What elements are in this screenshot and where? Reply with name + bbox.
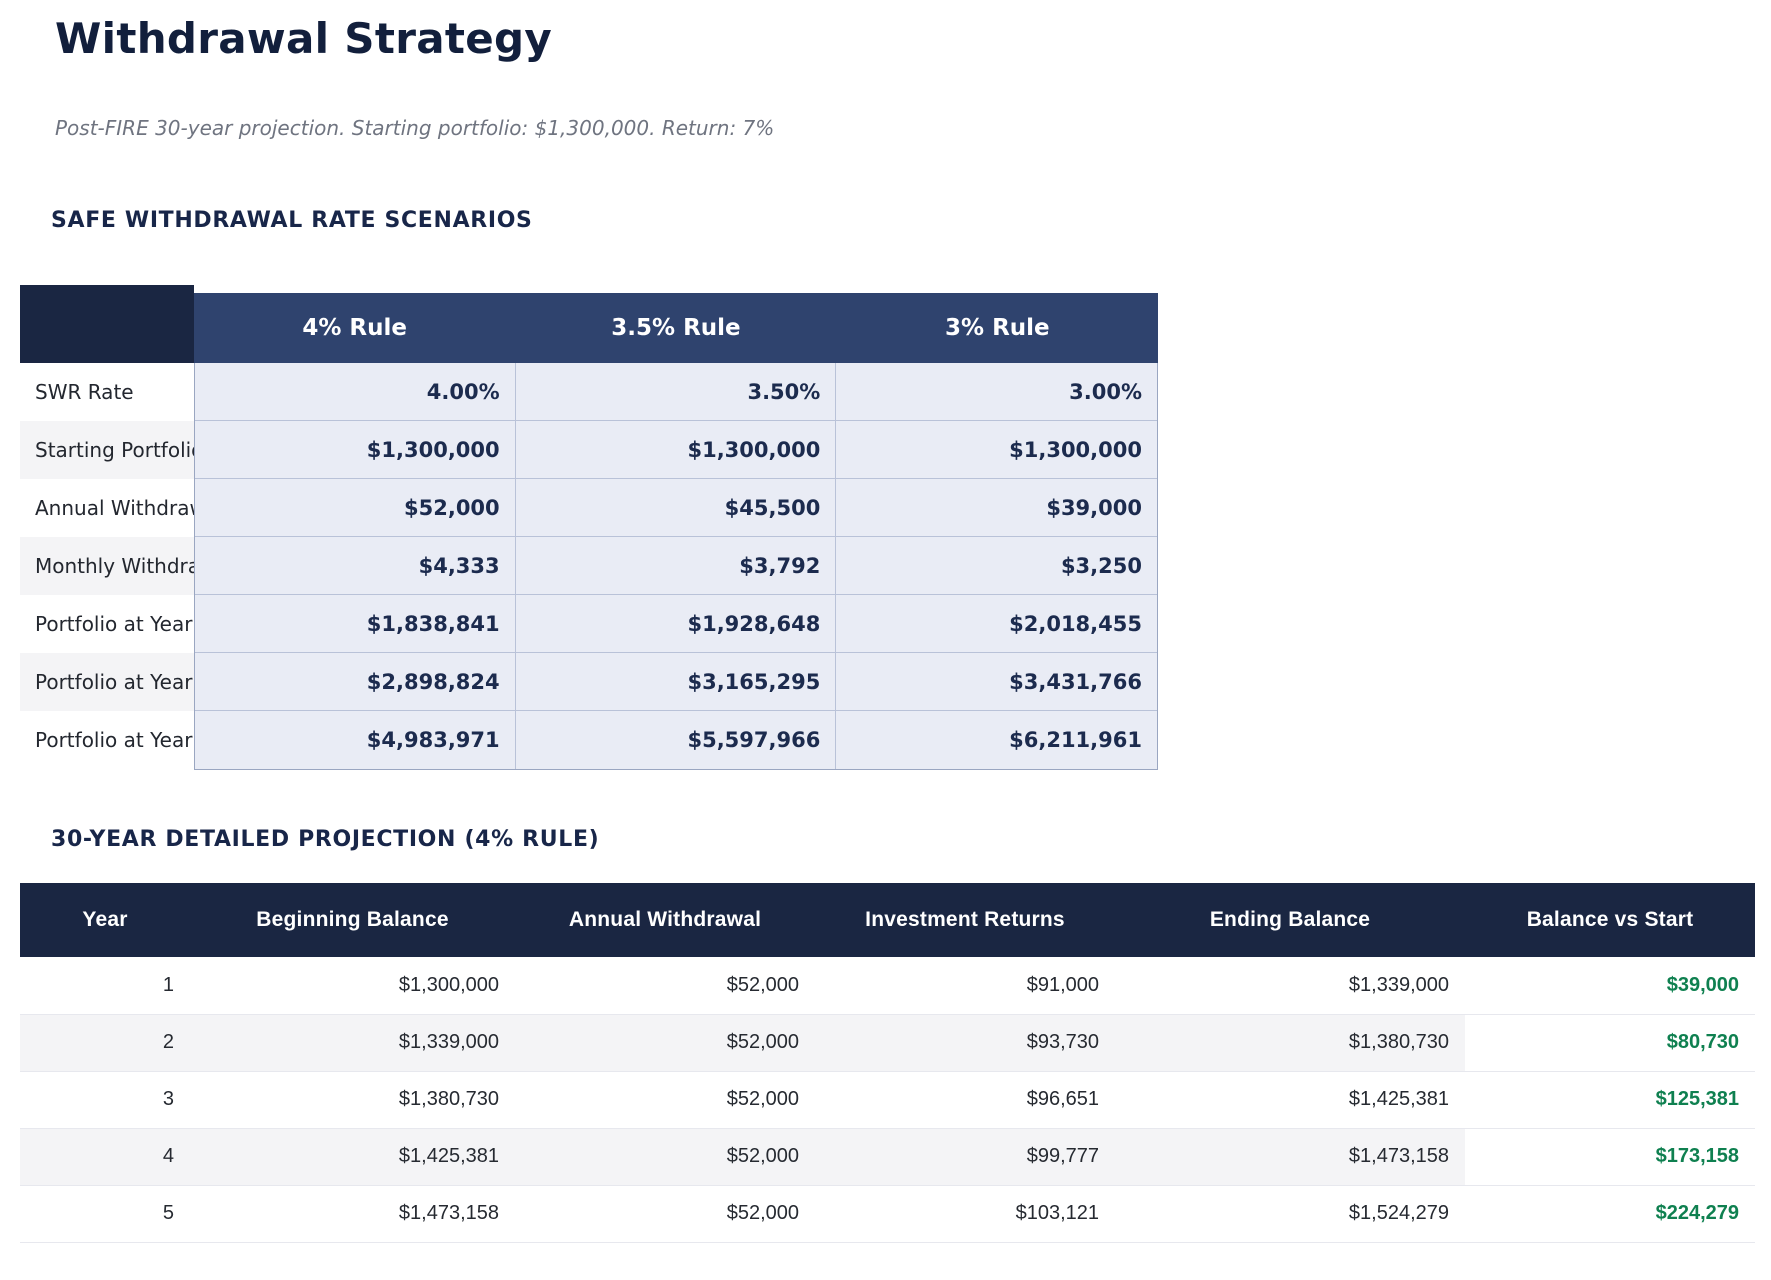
swr-value-cell: $3,250 (836, 537, 1157, 596)
swr-value-cell: $3,165,295 (515, 653, 837, 712)
swr-value-cell: $3,792 (515, 537, 837, 596)
projection-body: 1 $1,300,000 $52,000 $91,000 $1,339,000 $39,0… (20, 957, 1755, 1243)
projection-cell: $1,425,381 (1115, 1071, 1465, 1129)
page-title: Withdrawal Strategy (55, 14, 553, 63)
projection-column-header: Ending Balance (1115, 883, 1465, 958)
swr-label-column: SWR Rate Starting Portfolio Annual Withdra… (20, 285, 194, 769)
projection-cell: $1,473,158 (1115, 1128, 1465, 1186)
projection-cell: $52,000 (515, 1071, 815, 1129)
projection-column-header: Annual Withdrawal (515, 883, 815, 958)
projection-cell: $1,380,730 (190, 1071, 515, 1129)
swr-header-row: 4% Rule 3.5% Rule 3% Rule (194, 293, 1158, 364)
projection-cell: $52,000 (515, 1128, 815, 1186)
page-subtitle: Post-FIRE 30-year projection. Starting p… (55, 116, 775, 141)
projection-cell: $1,300,000 (190, 957, 515, 1015)
swr-row-label: Annual Withdrawal (35, 496, 194, 521)
swr-value-cell: $45,500 (515, 479, 837, 538)
projection-row: 5 $1,473,158 $52,000 $103,121 $1,524,279 $224… (20, 1185, 1755, 1243)
swr-data-panel: 4% Rule 3.5% Rule 3% Rule 4.00% 3.50% 3.00% $… (194, 293, 1158, 771)
projection-cell: 3 (20, 1071, 190, 1129)
swr-row-label: Portfolio at Year 20 (20, 653, 194, 712)
swr-value-cell: $1,300,000 (836, 421, 1157, 480)
swr-value-cell: $3,431,766 (836, 653, 1157, 712)
swr-row-label: Portfolio at Year 10 (35, 612, 194, 637)
swr-value-cell: $1,300,000 (195, 421, 516, 480)
projection-cell: 4 (20, 1128, 190, 1186)
projection-cell: $1,380,730 (1115, 1014, 1465, 1072)
swr-row-label: Portfolio at Year 30 (35, 728, 194, 753)
swr-column-header: 3.5% Rule (611, 315, 741, 342)
swr-value-cell: $2,898,824 (195, 653, 516, 712)
projection-cell: $93,730 (815, 1014, 1115, 1072)
swr-value-cell: $52,000 (195, 479, 516, 538)
swr-value-cell: 3.50% (515, 363, 837, 422)
projection-cell: $1,524,279 (1115, 1185, 1465, 1243)
balance-vs-start-value: $39,000 (1465, 957, 1755, 1015)
projection-cell: $52,000 (515, 957, 815, 1015)
swr-value-cell: $2,018,455 (836, 595, 1157, 654)
projection-cell: $52,000 (515, 1014, 815, 1072)
projection-cell: $103,121 (815, 1185, 1115, 1243)
projection-cell: $96,651 (815, 1071, 1115, 1129)
swr-corner-cell (20, 285, 194, 364)
swr-row-label: Monthly Withdrawal (20, 537, 194, 596)
swr-value-cell: 3.00% (836, 363, 1157, 422)
balance-vs-start-value: $173,158 (1465, 1128, 1755, 1186)
swr-section-heading: SAFE WITHDRAWAL RATE SCENARIOS (51, 208, 533, 234)
projection-column-header: Investment Returns (815, 883, 1115, 958)
swr-value-cell: $39,000 (836, 479, 1157, 538)
swr-body-grid: 4.00% 3.50% 3.00% $1,300,000 $1,300,000 $1,30… (194, 363, 1158, 771)
projection-cell: $99,777 (815, 1128, 1115, 1186)
balance-vs-start-value: $125,381 (1465, 1071, 1755, 1129)
swr-value-cell: $1,300,000 (515, 421, 837, 480)
projection-section-heading: 30-YEAR DETAILED PROJECTION (4% RULE) (51, 827, 600, 853)
projection-row: 3 $1,380,730 $52,000 $96,651 $1,425,381 $125,… (20, 1071, 1755, 1129)
swr-value-cell: $4,333 (195, 537, 516, 596)
projection-column-header: Year (20, 883, 190, 958)
projection-table: Year Beginning Balance Annual Withdrawal In… (20, 883, 1755, 1243)
projection-cell: 5 (20, 1185, 190, 1243)
swr-value-cell: $4,983,971 (195, 711, 516, 770)
balance-vs-start-value: $224,279 (1465, 1185, 1755, 1243)
swr-scenarios-table: SWR Rate Starting Portfolio Annual Withdra… (20, 285, 1158, 771)
projection-header-row: Year Beginning Balance Annual Withdrawal In… (20, 883, 1755, 958)
projection-cell: $1,339,000 (1115, 957, 1465, 1015)
swr-column-header: 3% Rule (945, 315, 1050, 342)
projection-cell: $1,339,000 (190, 1014, 515, 1072)
projection-cell: 2 (20, 1014, 190, 1072)
projection-cell: $1,425,381 (190, 1128, 515, 1186)
projection-row: 1 $1,300,000 $52,000 $91,000 $1,339,000 $39,0… (20, 957, 1755, 1015)
projection-cell: $1,473,158 (190, 1185, 515, 1243)
swr-row-label: Starting Portfolio (20, 421, 194, 480)
projection-row: 4 $1,425,381 $52,000 $99,777 $1,473,158 $173,… (20, 1128, 1755, 1186)
projection-cell: 1 (20, 957, 190, 1015)
swr-value-cell: 4.00% (195, 363, 516, 422)
swr-label-rows: SWR Rate Starting Portfolio Annual Withdra… (20, 363, 194, 769)
projection-row: 2 $1,339,000 $52,000 $93,730 $1,380,730 $80,7… (20, 1014, 1755, 1072)
swr-value-cell: $5,597,966 (516, 711, 837, 770)
projection-cell: $91,000 (815, 957, 1115, 1015)
projection-column-header: Balance vs Start (1465, 883, 1755, 958)
swr-value-cell: $6,211,961 (1009, 728, 1142, 753)
balance-vs-start-value: $80,730 (1465, 1014, 1755, 1072)
projection-column-header: Beginning Balance (190, 883, 515, 958)
swr-column-header: 4% Rule (302, 315, 407, 342)
swr-value-cell: $1,838,841 (195, 595, 516, 654)
swr-row-label: SWR Rate (35, 380, 134, 405)
swr-value-cell: $1,928,648 (515, 595, 837, 654)
projection-cell: $52,000 (515, 1185, 815, 1243)
